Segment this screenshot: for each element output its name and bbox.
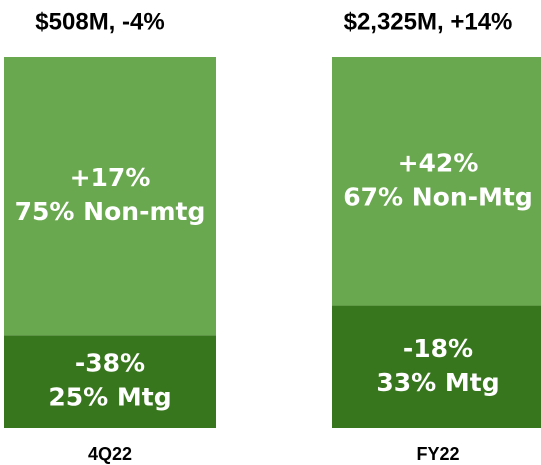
bar-segment <box>4 335 216 428</box>
growth-label: -18% <box>403 334 473 363</box>
bar-title: $508M, -4% <box>35 8 164 35</box>
bar-title: $2,325M, +14% <box>344 8 513 35</box>
x-tick-label: 4Q22 <box>88 444 132 464</box>
share-label: 25% Mtg <box>48 383 171 412</box>
bar-segment <box>332 57 541 306</box>
growth-label: -38% <box>75 349 145 378</box>
share-label: 67% Non-Mtg <box>343 182 533 211</box>
bar-segment <box>4 57 216 336</box>
x-tick-label: FY22 <box>416 444 459 464</box>
share-label: 75% Non-mtg <box>15 197 206 226</box>
share-label: 33% Mtg <box>376 368 499 397</box>
growth-label: +42% <box>398 148 479 177</box>
bar-segment <box>332 305 541 428</box>
growth-label: +17% <box>70 163 151 192</box>
